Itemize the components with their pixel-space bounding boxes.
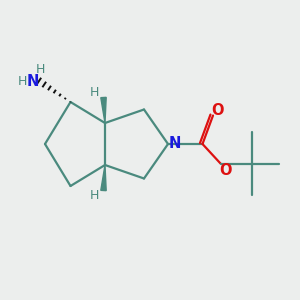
Polygon shape (101, 165, 106, 191)
Text: H: H (90, 189, 99, 203)
Text: O: O (211, 103, 224, 118)
Text: H: H (90, 85, 99, 99)
Text: N: N (27, 74, 39, 89)
Text: O: O (219, 163, 231, 178)
Text: N: N (168, 136, 181, 152)
Text: H: H (18, 75, 27, 88)
Text: H: H (36, 63, 45, 76)
Polygon shape (101, 97, 106, 123)
